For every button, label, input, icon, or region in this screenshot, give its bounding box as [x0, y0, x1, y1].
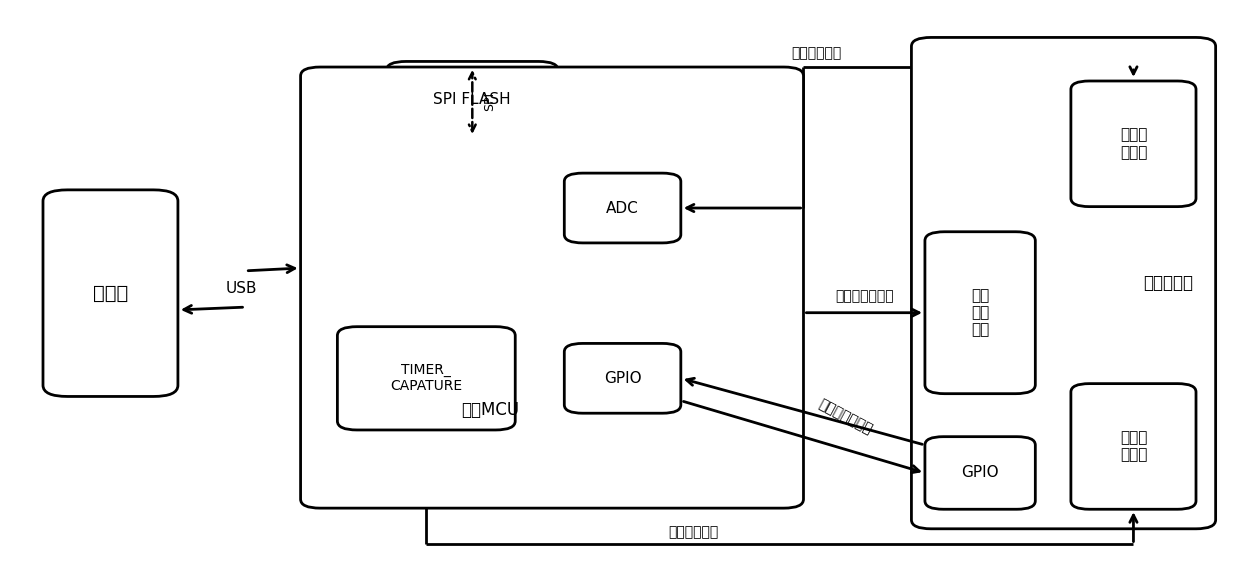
Text: 上位机: 上位机 [93, 284, 128, 303]
FancyBboxPatch shape [926, 232, 1036, 394]
Text: 时钟频
率修调: 时钟频 率修调 [1120, 430, 1147, 462]
Text: 自定义接口协议: 自定义接口协议 [835, 289, 895, 303]
Text: GPIO: GPIO [603, 371, 642, 386]
FancyBboxPatch shape [387, 61, 559, 137]
FancyBboxPatch shape [1070, 81, 1196, 206]
Text: GPIO: GPIO [961, 465, 999, 481]
FancyBboxPatch shape [564, 343, 681, 413]
Text: 时钟频率修调: 时钟频率修调 [668, 525, 719, 539]
Text: 内核电压修调: 内核电压修调 [792, 46, 841, 60]
Text: 测试
模式
接口: 测试 模式 接口 [971, 288, 989, 338]
FancyBboxPatch shape [301, 67, 803, 508]
Text: TIMER_
CAPATURE: TIMER_ CAPATURE [390, 363, 462, 394]
FancyBboxPatch shape [564, 173, 681, 243]
Text: SPI: SPI [483, 92, 496, 112]
Text: 主控MCU: 主控MCU [462, 402, 520, 420]
Text: 控制、反馈信号: 控制、反馈信号 [815, 397, 873, 437]
FancyBboxPatch shape [337, 327, 515, 430]
FancyBboxPatch shape [1070, 384, 1196, 509]
Text: USB: USB [225, 281, 258, 296]
FancyBboxPatch shape [926, 437, 1036, 509]
Text: 待测试芯片: 待测试芯片 [1142, 274, 1193, 292]
Text: ADC: ADC [606, 201, 639, 215]
Text: SPI FLASH: SPI FLASH [434, 91, 512, 107]
Text: 内核电
压修调: 内核电 压修调 [1120, 127, 1147, 160]
FancyBboxPatch shape [912, 37, 1215, 529]
FancyBboxPatch shape [43, 190, 178, 396]
